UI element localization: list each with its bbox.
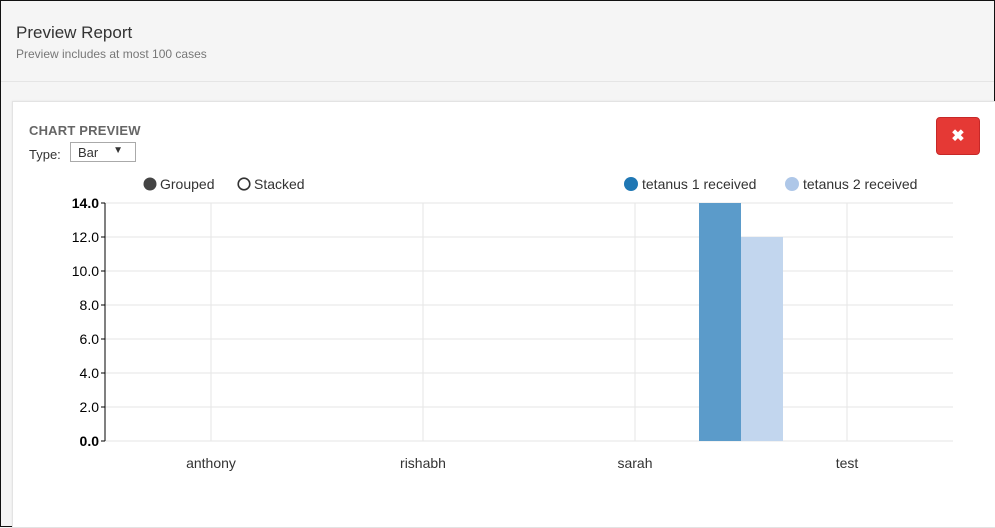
chart-type-value: Bar [78,145,99,160]
type-label: Type: [29,147,61,162]
y-tick-labels: 0.0 2.0 4.0 6.0 8.0 10.0 12.0 14.0 [72,195,99,449]
x-tick-label: sarah [617,455,652,471]
legend-swatch-series2 [785,177,799,191]
legend-item-series2[interactable]: tetanus 2 received [785,176,917,192]
report-header: Preview Report Preview includes at most … [1,1,994,82]
stacked-option[interactable]: Stacked [237,176,305,192]
y-tick-label: 2.0 [80,399,100,415]
y-tick-label: 4.0 [80,365,100,381]
close-icon: ✖ [951,128,965,145]
bar-1[interactable] [699,203,741,441]
caret-down-icon: ▼ [113,145,123,156]
grouped-option[interactable]: Grouped [143,176,215,192]
grouped-label: Grouped [160,176,214,192]
chart-axes [101,202,106,442]
legend-swatch-series1 [624,177,638,191]
legend-label-series2: tetanus 2 received [803,176,917,192]
bar-chart: 0.0 2.0 4.0 6.0 8.0 10.0 12.0 14.0 anthony risha… [72,176,953,471]
stacked-label: Stacked [254,176,305,192]
y-tick-label: 14.0 [72,195,99,211]
legend-item-series1[interactable]: tetanus 1 received [624,176,756,192]
y-tick-label: 8.0 [80,297,100,313]
chart-panel: CHART PREVIEW Type: Bar ▼ ✖ 0.0 2.0 4.0 6.0… [12,101,995,528]
bar-2[interactable] [741,237,783,441]
chart-bars [699,203,783,441]
page-title: Preview Report [16,23,133,42]
grouped-radio-icon [143,177,157,191]
chart-grid [105,202,953,442]
x-tick-labels: anthony rishabh sarah test [186,455,858,471]
x-tick-label: anthony [186,455,236,471]
panel-title: CHART PREVIEW [29,123,141,138]
y-tick-label: 10.0 [72,263,99,279]
legend-label-series1: tetanus 1 received [642,176,756,192]
y-tick-label: 0.0 [80,433,100,449]
page-subtitle: Preview includes at most 100 cases [16,47,207,61]
x-tick-label: test [836,455,859,471]
chart-type-select[interactable]: Bar ▼ [70,142,136,162]
stacked-radio-icon [237,177,251,191]
y-tick-label: 6.0 [80,331,100,347]
close-button[interactable]: ✖ [936,117,980,155]
x-tick-label: rishabh [400,455,446,471]
y-tick-label: 12.0 [72,229,99,245]
